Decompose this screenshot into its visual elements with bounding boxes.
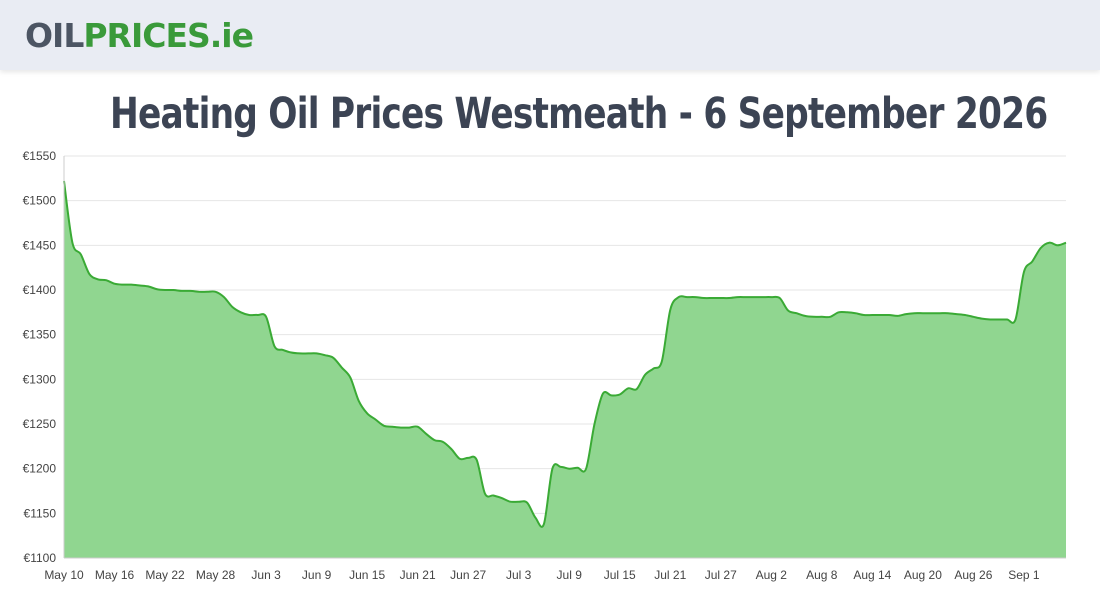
x-tick-label: Jul 27 (705, 568, 737, 582)
logo-text-oil: OIL (25, 16, 84, 55)
price-area-fill (64, 181, 1066, 558)
y-tick-label: €1300 (23, 372, 57, 386)
y-tick-label: €1350 (23, 328, 57, 342)
x-tick-label: Aug 8 (806, 568, 838, 582)
y-tick-label: €1550 (23, 149, 57, 163)
price-area (64, 181, 1066, 558)
x-tick-label: Aug 14 (853, 568, 891, 582)
y-tick-label: €1450 (23, 238, 57, 252)
x-tick-label: May 10 (44, 568, 84, 582)
logo-text-prices: PRICES.ie (83, 16, 254, 55)
y-tick-label: €1250 (23, 417, 57, 431)
site-logo[interactable]: OILPRICES.ie (25, 14, 254, 58)
x-tick-label: Jun 9 (302, 568, 332, 582)
price-line-path (63, 180, 1067, 528)
x-tick-label: Aug 2 (756, 568, 788, 582)
x-tick-label: Sep 1 (1008, 568, 1040, 582)
x-tick-label: May 22 (145, 568, 185, 582)
x-tick-label: Jul 15 (604, 568, 636, 582)
page-title: Heating Oil Prices Westmeath - 6 Septemb… (110, 89, 1048, 139)
x-tick-label: Jul 3 (506, 568, 532, 582)
y-tick-label: €1100 (24, 551, 57, 565)
x-tick-label: Jun 15 (349, 568, 385, 582)
header-bar: OILPRICES.ie (0, 0, 1100, 70)
x-tick-label: May 16 (95, 568, 135, 582)
x-tick-label: Aug 26 (954, 568, 992, 582)
x-tick-label: Jun 27 (450, 568, 486, 582)
x-tick-label: Jun 21 (400, 568, 436, 582)
y-tick-label: €1150 (24, 506, 57, 520)
x-tick-label: Jul 9 (557, 568, 583, 582)
y-tick-label: €1200 (23, 462, 57, 476)
x-axis-labels: May 10 May 16 May 22 May 28 Jun 3 Jun 9 Jun 15… (44, 568, 1040, 582)
y-tick-label: €1500 (23, 194, 57, 208)
x-tick-label: Jul 21 (654, 568, 686, 582)
axes (63, 156, 1066, 559)
x-tick-label: May 28 (196, 568, 236, 582)
y-axis-labels: €1100 €1150 €1200 €1250 €1300 €1350 €1400 €1450… (23, 149, 57, 565)
x-tick-label: Aug 20 (904, 568, 942, 582)
price-line (63, 180, 1067, 528)
y-tick-label: €1400 (23, 283, 57, 297)
x-tick-label: Jun 3 (251, 568, 281, 582)
